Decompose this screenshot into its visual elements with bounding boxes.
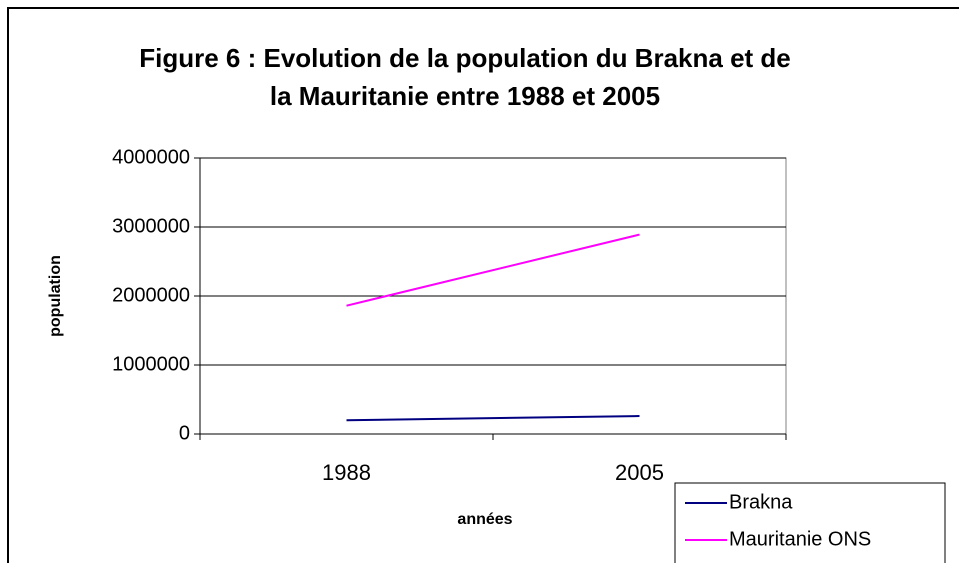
y-tick-label: 4000000	[112, 146, 190, 168]
x-axis-label: années	[457, 511, 512, 528]
series-line	[346, 415, 640, 422]
legend-box	[674, 482, 946, 563]
legend-label: Mauritanie ONS	[729, 528, 871, 550]
chart-title: Figure 6 : Evolution de la population du…	[139, 43, 791, 73]
chart-frame	[7, 7, 959, 563]
chart-title: la Mauritanie entre 1988 et 2005	[270, 81, 660, 111]
y-tick-label: 0	[179, 422, 190, 444]
x-tick-label: 2005	[615, 460, 664, 485]
y-tick-label: 3000000	[112, 215, 190, 237]
legend-label: Brakna	[729, 491, 793, 513]
series-line	[346, 233, 640, 307]
y-tick-label: 1000000	[112, 353, 190, 375]
y-axis-label: population	[47, 255, 64, 337]
y-tick-label: 2000000	[112, 284, 190, 306]
x-tick-label: 1988	[322, 460, 371, 485]
